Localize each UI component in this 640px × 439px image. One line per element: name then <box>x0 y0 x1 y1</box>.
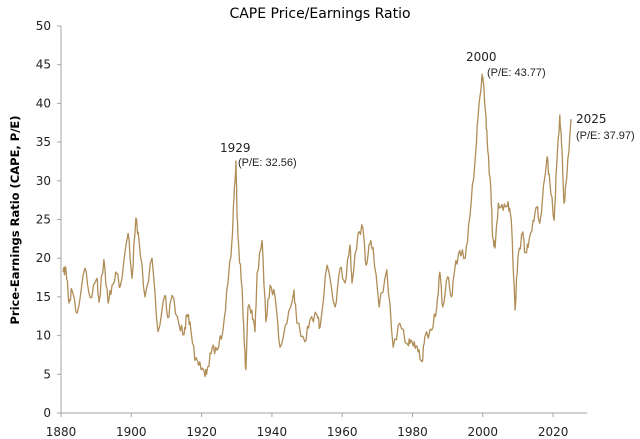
annotation-1929-pe: (P/E: 32.56) <box>238 157 297 169</box>
x-tick-label: 2000 <box>468 425 499 439</box>
y-tick-label: 10 <box>36 329 51 343</box>
y-axis-label: Price-Earnings Ratio (CAPE, P/E) <box>8 115 22 324</box>
y-tick-label: 30 <box>36 174 51 188</box>
x-tick-label: 1940 <box>257 425 288 439</box>
x-tick-label: 1980 <box>397 425 428 439</box>
y-tick-label: 35 <box>36 135 51 149</box>
x-tick-label: 1900 <box>116 425 147 439</box>
annotation-2000-year: 2000 <box>466 50 497 64</box>
annotation-1929-year: 1929 <box>220 141 251 155</box>
y-tick-label: 0 <box>43 406 51 420</box>
y-tick-label: 15 <box>36 290 51 304</box>
peak-annotations: 1929 (P/E: 32.56) 2000 (P/E: 43.77) 2025… <box>220 50 635 169</box>
x-tick-label: 1880 <box>46 425 77 439</box>
chart-title: CAPE Price/Earnings Ratio <box>229 6 410 22</box>
y-tick-label: 25 <box>36 213 51 227</box>
x-tick-label: 2020 <box>538 425 569 439</box>
y-tick-label: 45 <box>36 58 51 72</box>
annotation-2025-pe: (P/E: 37.97) <box>576 130 635 142</box>
annotation-2000-pe: (P/E: 43.77) <box>487 67 546 79</box>
x-tick-label: 1960 <box>327 425 358 439</box>
y-tick-label: 40 <box>36 96 51 110</box>
x-tick-label: 1920 <box>186 425 217 439</box>
y-tick-label: 5 <box>43 367 51 381</box>
y-tick-label: 20 <box>36 251 51 265</box>
annotation-2025-year: 2025 <box>576 112 607 126</box>
y-axis: 0 5 10 15 20 25 30 35 40 45 50 <box>36 19 62 420</box>
x-axis: 1880 1900 1920 1940 1960 1980 2000 2020 <box>46 412 588 439</box>
y-tick-label: 50 <box>36 19 51 33</box>
cape-series-line <box>62 73 572 378</box>
